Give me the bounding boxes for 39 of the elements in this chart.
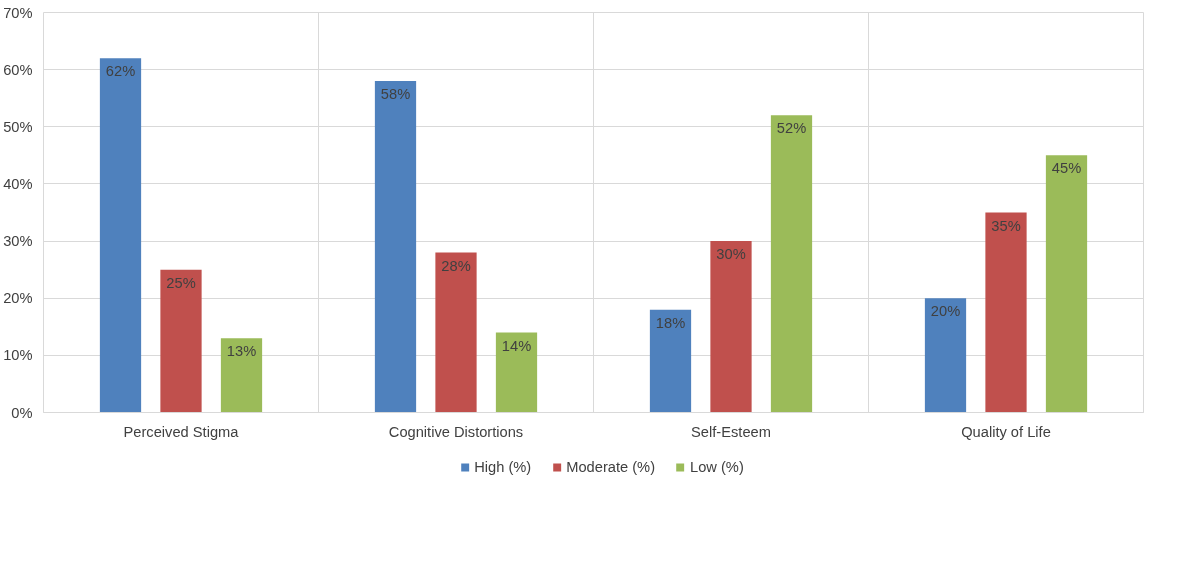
y-tick-label: 70% [3,4,33,21]
data-label: 45% [1051,160,1082,177]
bar [770,115,813,413]
bar [985,212,1027,413]
x-tick-label: Cognitive Distortions [388,423,524,440]
data-label: 58% [380,86,411,103]
x-tick-label: Perceived Stigma [123,423,240,440]
y-tick-label: 20% [3,290,33,307]
y-tick-label: 0% [11,404,33,421]
legend-label: Low (%) [690,459,744,475]
bar [1045,155,1088,413]
bar [99,58,142,413]
y-tick-label: 30% [3,233,33,250]
data-label: 52% [776,120,807,137]
data-label: 62% [105,63,136,80]
y-tick-label: 50% [3,118,33,135]
bar [435,252,477,413]
data-label: 28% [441,257,471,274]
y-tick-label: 60% [3,61,33,78]
data-label: 35% [991,217,1021,234]
bar [495,332,538,413]
bar [220,338,263,413]
bar [649,309,692,413]
legend-label: High (%) [474,459,532,475]
bar [160,269,202,413]
data-label: 30% [716,246,746,263]
data-label: 25% [166,274,196,291]
legend-label: Moderate (%) [566,459,656,475]
data-label: 18% [655,314,686,331]
bar [374,81,417,413]
data-label: 14% [501,337,532,354]
y-tick-label: 40% [3,175,33,192]
x-tick-label: Self-Esteem [691,423,771,440]
data-label: 13% [226,343,257,360]
bar [924,298,967,413]
bar [710,241,752,413]
x-tick-label: Quality of Life [961,423,1051,440]
y-tick-label: 10% [3,347,33,364]
data-label: 20% [930,303,961,320]
